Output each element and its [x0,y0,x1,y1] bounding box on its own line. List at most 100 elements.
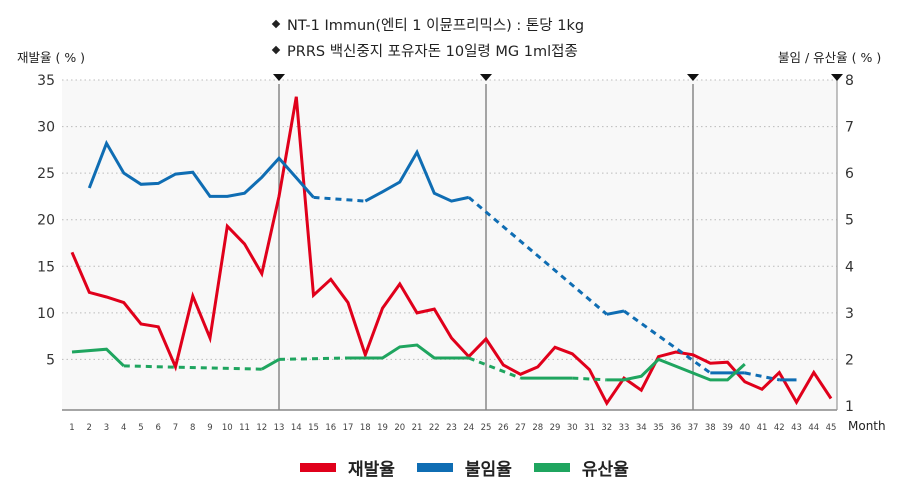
x-tick-label: 37 [688,423,699,433]
series-line-유산율 [71,347,125,367]
series-line-불임율 [606,309,625,316]
x-tick-label: 24 [463,423,474,433]
series-line-불임율 [623,309,712,375]
x-tick-label: 39 [722,423,733,433]
x-tick-label: 36 [670,423,681,433]
right-axis-title: 불임 / 유산율 ( % ) [778,50,882,65]
series-line-불임율 [744,371,780,382]
x-tick-label: 6 [156,423,161,433]
legend-swatch-infertility [416,463,453,472]
x-tick-label: 14 [291,423,302,433]
x-tick-label: 20 [394,423,405,433]
left-axis-title: 재발율 ( % ) [17,50,86,65]
series-line-유산율 [606,357,746,382]
x-tick-label: 21 [412,423,423,433]
x-tick-label: 42 [774,423,785,433]
x-tick-label: 43 [791,423,802,433]
x-tick-label: 34 [636,423,647,433]
period-marker-triangle-icon [273,74,285,81]
series-line-재발율 [70,96,833,407]
x-tick-label: 33 [619,423,630,433]
series-line-유산율 [572,376,607,382]
legend-swatch-abortion [533,463,570,472]
right-tick-label: 2 [845,352,854,368]
x-tick-label: 8 [190,423,195,433]
legend-item-infertility: 불임율 [416,455,512,480]
x-tick-label: 41 [757,423,768,433]
x-tick-label: 45 [826,423,837,433]
left-tick-label: 15 [37,259,55,275]
legend-item-abortion: 유산율 [533,455,629,480]
x-tick-label: 2 [87,423,92,433]
series-line-불임율 [364,148,470,203]
series-line-유산율 [278,356,349,361]
legend: 재발율 불임율 유산율 [300,455,651,480]
left-tick-label: 5 [46,352,55,368]
note-text-2: PRRS 백신중지 포유자돈 10일령 MG 1ml접종 [287,44,578,60]
period-marker-triangle-icon [480,74,492,81]
plot-area [62,80,837,410]
x-tick-label: 10 [222,423,233,433]
legend-label-abortion: 유산율 [581,460,629,480]
x-tick-label: 32 [601,423,612,433]
right-tick-label: 4 [845,259,854,275]
right-tick-label: 3 [845,306,854,322]
series-line-불임율 [313,195,366,203]
left-tick-label: 10 [37,306,55,322]
x-tick-label: 26 [498,423,509,433]
x-tick-label: 28 [532,423,543,433]
x-tick-label: 31 [584,423,595,433]
series-lines [70,96,833,407]
left-tick-label: 35 [37,73,55,89]
x-tick-label: 30 [567,423,578,433]
series-line-유산율 [261,358,280,371]
legend-label-relapse: 재발율 [348,460,395,480]
left-axis-ticks: 5 10 15 20 25 30 35 [37,73,55,368]
series-line-유산율 [348,343,469,360]
x-tick-label: 13 [274,423,285,433]
series-line-유산율 [468,356,522,380]
series-line-불임율 [467,196,608,316]
right-tick-label: 5 [845,213,854,229]
period-marker-triangle-icon [831,74,843,81]
x-tick-label: 44 [808,423,819,433]
x-tick-label: 12 [256,423,267,433]
x-axis-title: Month [848,419,886,433]
x-tick-label: 35 [653,423,664,433]
x-tick-label: 9 [207,423,212,433]
x-tick-label: 1 [69,423,74,433]
right-axis-ticks: 1 2 3 4 5 6 7 8 [845,73,854,415]
series-line-유산율 [123,364,262,371]
x-tick-label: 17 [343,423,354,433]
legend-label-infertility: 불임율 [464,460,512,480]
note-line-2: PRRS 백신중지 포유자돈 10일령 MG 1ml접종 [271,40,578,61]
right-tick-label: 7 [845,120,854,136]
x-tick-label: 22 [429,423,440,433]
x-tick-label: 23 [446,423,457,433]
period-markers [273,74,843,81]
x-axis-ticks: 1 2 3 4 5 6 7 8 9 10 11 12 13 14 15 16 17 18 19 20 21 22 23 24 2… [69,423,836,433]
note-line-1: NT-1 Immun(엔티 1 이뮨프리믹스) : 톤당 1kg [271,14,585,35]
x-tick-label: 3 [104,423,109,433]
x-tick-label: 38 [705,423,716,433]
x-tick-label: 11 [239,423,250,433]
series-line-불임율 [87,139,315,199]
x-tick-label: 7 [173,423,178,433]
right-tick-label: 8 [845,73,854,89]
x-tick-label: 15 [308,423,319,433]
x-tick-label: 18 [360,423,371,433]
legend-item-relapse: 재발율 [300,455,395,480]
x-tick-label: 4 [121,423,126,433]
left-tick-label: 25 [37,166,55,182]
right-tick-label: 6 [845,166,854,182]
x-tick-label: 16 [325,423,336,433]
note-text-1: NT-1 Immun(엔티 1 이뮨프리믹스) : 톤당 1kg [287,18,585,34]
right-tick-label: 1 [845,399,854,415]
legend-swatch-relapse [300,463,336,472]
left-tick-label: 20 [37,213,55,229]
x-tick-label: 5 [138,423,143,433]
x-tick-label: 40 [739,423,750,433]
x-tick-label: 19 [377,423,388,433]
x-tick-label: 27 [515,423,526,433]
